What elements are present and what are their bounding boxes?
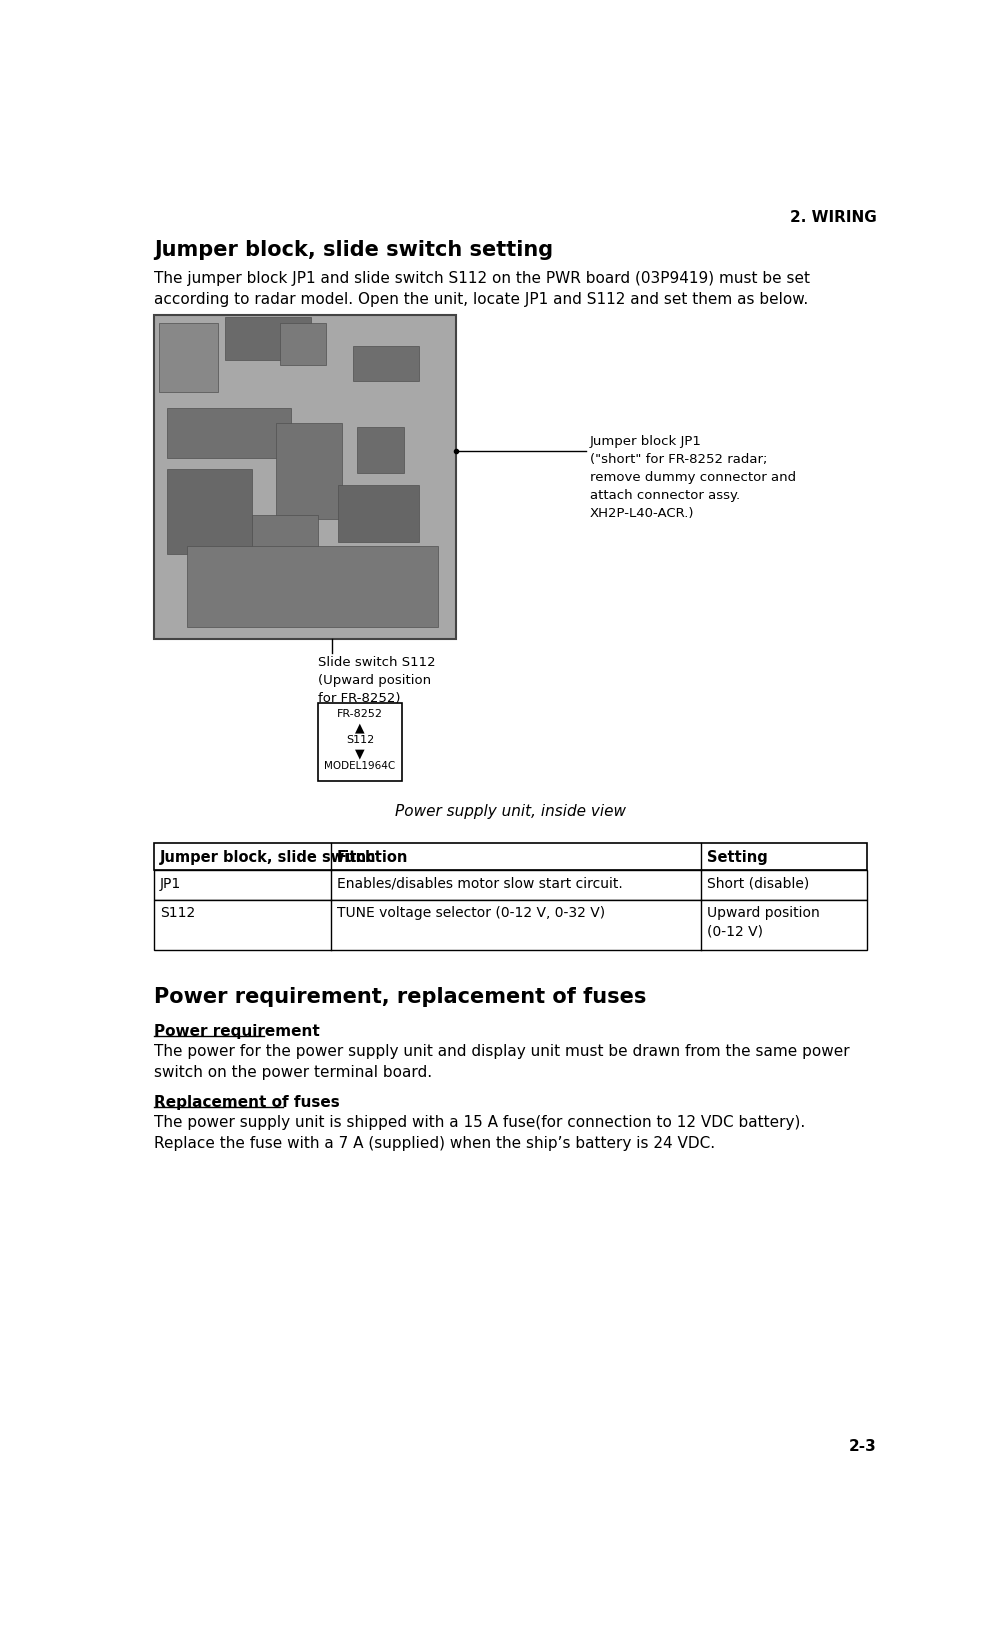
Text: Short (disable): Short (disable) bbox=[707, 876, 810, 891]
Text: ▼: ▼ bbox=[356, 747, 365, 761]
Text: FR-8252: FR-8252 bbox=[337, 708, 383, 718]
Text: S112: S112 bbox=[346, 734, 374, 744]
Text: JP1: JP1 bbox=[160, 876, 181, 891]
Bar bbox=[186, 547, 438, 627]
Bar bbox=[338, 485, 419, 542]
Bar bbox=[167, 468, 252, 553]
Bar bbox=[354, 346, 419, 380]
Bar bbox=[154, 842, 867, 870]
Bar bbox=[154, 899, 867, 950]
Text: S112: S112 bbox=[160, 906, 195, 920]
Text: Power supply unit, inside view: Power supply unit, inside view bbox=[395, 805, 625, 819]
Text: Jumper block, slide switch: Jumper block, slide switch bbox=[160, 850, 376, 865]
Text: Function: Function bbox=[337, 850, 408, 865]
Text: 2-3: 2-3 bbox=[849, 1439, 876, 1454]
Bar bbox=[167, 408, 291, 457]
Bar bbox=[225, 318, 311, 359]
Text: Power requirement: Power requirement bbox=[154, 1025, 320, 1040]
Text: The power supply unit is shipped with a 15 A fuse(for connection to 12 VDC batte: The power supply unit is shipped with a … bbox=[154, 1115, 805, 1151]
Bar bbox=[357, 428, 403, 473]
Bar bbox=[280, 323, 326, 366]
Text: 2. WIRING: 2. WIRING bbox=[790, 209, 876, 225]
Bar bbox=[319, 702, 402, 782]
Text: Jumper block, slide switch setting: Jumper block, slide switch setting bbox=[154, 240, 553, 261]
Text: TUNE voltage selector (0-12 V, 0-32 V): TUNE voltage selector (0-12 V, 0-32 V) bbox=[337, 906, 605, 920]
Text: Jumper block JP1
("short" for FR-8252 radar;
remove dummy connector and
attach c: Jumper block JP1 ("short" for FR-8252 ra… bbox=[590, 434, 796, 519]
Text: ▲: ▲ bbox=[356, 721, 365, 734]
Bar bbox=[154, 315, 456, 638]
Text: Setting: Setting bbox=[707, 850, 768, 865]
Text: Replacement of fuses: Replacement of fuses bbox=[154, 1095, 340, 1110]
Text: The jumper block JP1 and slide switch S112 on the PWR board (03P9419) must be se: The jumper block JP1 and slide switch S1… bbox=[154, 271, 810, 307]
Bar bbox=[276, 423, 342, 519]
Text: The power for the power supply unit and display unit must be drawn from the same: The power for the power supply unit and … bbox=[154, 1044, 850, 1080]
Text: MODEL1964C: MODEL1964C bbox=[325, 761, 395, 770]
Text: Upward position
(0-12 V): Upward position (0-12 V) bbox=[707, 906, 820, 938]
Text: Enables/disables motor slow start circuit.: Enables/disables motor slow start circui… bbox=[337, 876, 622, 891]
Bar bbox=[159, 323, 217, 392]
Text: Slide switch S112
(Upward position
for FR-8252): Slide switch S112 (Upward position for F… bbox=[319, 656, 436, 705]
Bar bbox=[252, 516, 319, 558]
Text: Power requirement, replacement of fuses: Power requirement, replacement of fuses bbox=[154, 987, 646, 1007]
Bar bbox=[154, 870, 867, 899]
